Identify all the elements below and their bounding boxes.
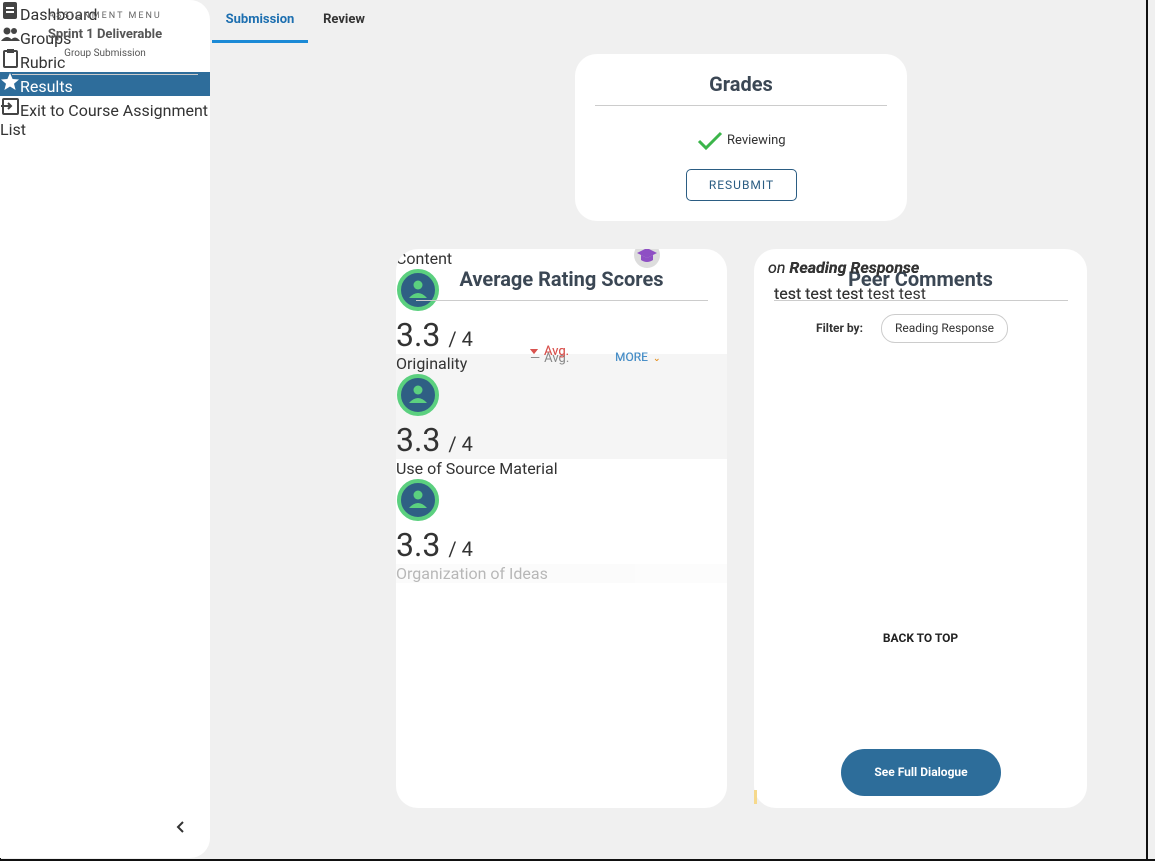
criterion: Originality 3.3 /4 — Avg. MORE ⌄ <box>396 350 727 459</box>
criterion-name: Originality <box>396 354 468 373</box>
comment-text: test <box>774 284 802 303</box>
comment-header: on Reading Response <box>768 258 919 277</box>
score: 3.3 /4 <box>396 526 727 564</box>
more-label: MORE <box>615 350 648 364</box>
nav-icon <box>3 49 18 68</box>
back-to-top[interactable]: BACK TO TOP <box>882 631 959 645</box>
avg-arrow <box>530 349 538 355</box>
more-chevron: ⌄ <box>652 354 661 364</box>
criterion-name: Content <box>396 249 453 268</box>
filter-chip[interactable]: Reading Response <box>881 314 1009 343</box>
criterion-name: Use of Source Material <box>396 459 558 478</box>
check-icon <box>697 131 723 151</box>
menu-label: ASSIGNMENT MENU <box>48 11 162 21</box>
submission-type: Group Submission <box>64 48 146 59</box>
ratings-card: Average Rating Scores Content 3.3/4 Avg. MO… <box>396 249 727 808</box>
instructor-badge <box>634 249 660 268</box>
avg-indicator: — Avg. <box>530 351 569 366</box>
comment-prefix: on <box>768 258 786 277</box>
criterion: Organization of Ideas <box>396 564 727 583</box>
more-label: MORE <box>615 350 648 364</box>
nav-icon <box>1 73 19 90</box>
nav-icon <box>3 2 17 19</box>
filter-label: Filter by: <box>816 321 863 335</box>
score-knob <box>397 374 439 416</box>
score-knob <box>397 269 439 311</box>
criterion: Use of Source Material 3.3/4 Avg. MORE ⌄ <box>396 249 727 564</box>
card-title: Peer Comments <box>848 267 993 291</box>
full-dialogue-button[interactable]: See Full Dialogue <box>841 749 1001 796</box>
avg-marker: — <box>530 351 541 366</box>
nav-item[interactable]: Results <box>0 72 210 96</box>
nav-label: Groups <box>20 29 72 48</box>
nav-item[interactable]: Dashboard <box>0 0 210 24</box>
divider <box>774 300 1068 301</box>
score-max: 4 <box>461 537 473 561</box>
more-label: MORE <box>615 350 648 364</box>
score-separator: / <box>448 432 457 456</box>
nav-label: Dashboard <box>20 5 98 24</box>
score-max: 4 <box>461 327 473 351</box>
collapse-button[interactable] <box>174 820 188 834</box>
score: 3.3 /4 <box>396 316 727 354</box>
comment-accent <box>754 790 757 804</box>
avg-label: Avg. <box>544 344 570 359</box>
comment-prefix: on <box>768 258 786 277</box>
comment-text: test test test <box>774 284 864 303</box>
divider <box>12 74 198 75</box>
avg-label: Avg. <box>544 351 570 366</box>
more-chevron: ⌄ <box>652 354 661 364</box>
sidebar: ASSIGNMENT MENU Sprint 1 Deliverable Gro… <box>0 0 210 858</box>
score-track <box>396 249 727 526</box>
more-link[interactable]: MORE ⌄ <box>615 350 661 364</box>
comment-criterion: Reading Response <box>789 258 920 277</box>
score-value: 3.3 <box>396 526 441 564</box>
comment-text: test test test test test <box>774 284 926 303</box>
frame-edge <box>0 859 1155 861</box>
divider <box>595 105 887 106</box>
nav-item[interactable]: Groups <box>0 24 210 48</box>
comments-card: Peer Comments Filter by: Reading Respons… <box>754 249 1087 808</box>
more-link[interactable]: MORE ⌄ <box>615 350 661 364</box>
score-value: 3.3 <box>396 316 441 354</box>
nav-icon <box>1 27 20 41</box>
nav-label: Results <box>20 77 73 96</box>
score-separator: / <box>448 537 457 561</box>
grade-status: Reviewing <box>727 133 786 148</box>
criterion-name: Organization of Ideas <box>396 564 548 583</box>
comment-criterion: Reading Response <box>789 258 920 277</box>
score: 3.3 /4 <box>396 421 727 459</box>
comment-header: on Reading Response <box>768 258 919 277</box>
avg-label: Avg. <box>544 344 570 359</box>
nav-item[interactable]: Rubric <box>0 48 210 72</box>
tab[interactable]: Review <box>323 12 365 27</box>
score-knob <box>397 479 439 521</box>
more-link[interactable]: MORE ⌄ <box>615 350 661 364</box>
card-title: Average Rating Scores <box>459 267 664 291</box>
assignment-name: Sprint 1 Deliverable <box>47 27 163 42</box>
score-track <box>396 268 727 316</box>
comment-criterion: Reading Response <box>789 258 920 277</box>
grades-card: Grades Reviewing RESUBMIT <box>575 54 907 221</box>
criterion: Content 3.3 /4 Avg. MORE ⌄ <box>396 249 727 364</box>
divider <box>416 300 708 301</box>
more-chevron: ⌄ <box>652 354 661 364</box>
comment-prefix: on <box>768 258 786 277</box>
avg-indicator: Avg. <box>530 344 569 359</box>
frame-edge <box>1146 0 1148 861</box>
nav-label: Exit to Course Assignment List <box>0 101 209 139</box>
nav-item[interactable]: Exit to Course Assignment List <box>0 96 210 139</box>
nav-label: Rubric <box>20 53 66 72</box>
comment-header: on Reading Response <box>768 258 919 277</box>
score-track <box>396 373 727 421</box>
resubmit-button[interactable]: RESUBMIT <box>686 169 797 201</box>
nav-icon <box>1 98 19 115</box>
score-value: 3.3 <box>396 421 441 459</box>
tab[interactable]: Submission <box>212 12 308 43</box>
score-max: 4 <box>461 432 473 456</box>
score-separator: / <box>448 327 457 351</box>
card-title: Grades <box>709 72 773 96</box>
